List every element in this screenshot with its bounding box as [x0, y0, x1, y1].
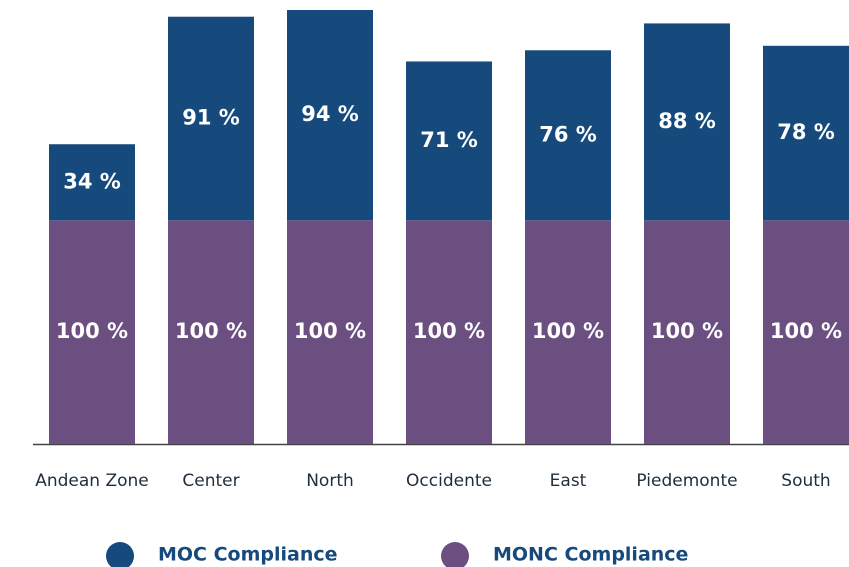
bar-segment: [49, 144, 135, 221]
bar-segment: [763, 220, 849, 444]
x-tick-label: Occidente: [406, 471, 492, 491]
bar-segment: [763, 45, 849, 221]
data-label: 71 %: [420, 128, 478, 152]
bar-segment: [406, 220, 492, 444]
data-label: 100 %: [770, 319, 842, 343]
data-label: 91 %: [182, 106, 240, 130]
bar-segment: [644, 220, 730, 444]
data-label: 78 %: [777, 120, 835, 144]
data-label: 100 %: [294, 319, 366, 343]
data-label: 34 %: [63, 169, 121, 193]
bar-segment: [49, 220, 135, 444]
x-tick-label: South: [781, 471, 830, 491]
data-label: 100 %: [651, 319, 723, 343]
bar-segment: [287, 10, 373, 221]
data-label: 100 %: [532, 319, 604, 343]
data-label: 88 %: [658, 109, 716, 133]
legend-label: MOC Compliance: [158, 544, 338, 566]
legend-swatch: [106, 542, 134, 567]
x-tick-label: Center: [182, 471, 239, 491]
bar-segment: [525, 50, 611, 221]
data-label: 100 %: [175, 319, 247, 343]
x-tick-label: North: [306, 471, 354, 491]
bar-segment: [525, 220, 611, 444]
data-label: 76 %: [539, 122, 597, 146]
x-tick-label: Andean Zone: [35, 471, 149, 491]
data-label: 100 %: [413, 319, 485, 343]
bar-segment: [644, 23, 730, 221]
x-tick-label: East: [550, 471, 587, 491]
bar-segment: [406, 61, 492, 221]
x-tick-label: Piedemonte: [636, 471, 737, 491]
bar-segment: [168, 220, 254, 444]
bar-segment: [287, 220, 373, 444]
data-label: 94 %: [301, 102, 359, 126]
data-label: 100 %: [56, 319, 128, 343]
legend-swatch: [441, 542, 469, 567]
legend-label: MONC Compliance: [493, 544, 688, 566]
bar-segment: [168, 16, 254, 221]
